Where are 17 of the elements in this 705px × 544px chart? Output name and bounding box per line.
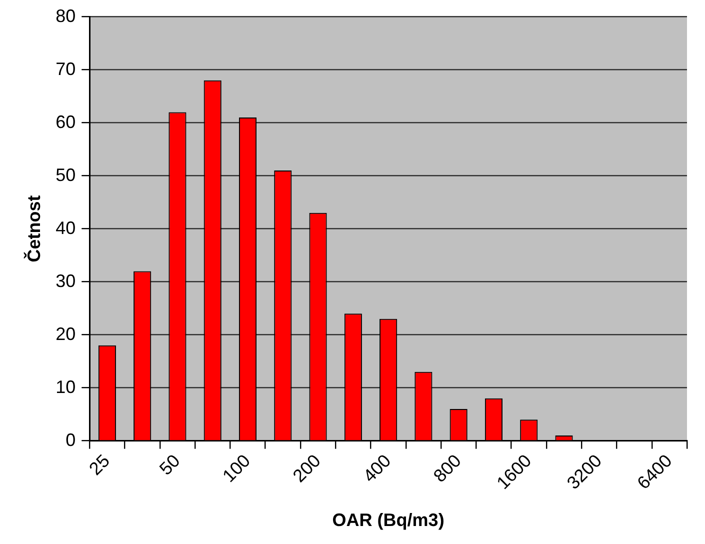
x-axis-title: OAR (Bq/m3) bbox=[332, 510, 444, 530]
x-tick-label: 400 bbox=[359, 450, 395, 486]
x-tick-label: 25 bbox=[85, 450, 114, 479]
y-axis-title: Četnost bbox=[22, 195, 44, 262]
x-tick-label: 800 bbox=[430, 450, 465, 486]
x-tick-label: 200 bbox=[288, 450, 324, 486]
y-tick-label: 80 bbox=[56, 6, 76, 26]
y-tick-label: 40 bbox=[56, 218, 76, 238]
y-tick-label: 10 bbox=[56, 376, 76, 397]
y-tick-label: 20 bbox=[56, 324, 76, 344]
y-tick-label: 50 bbox=[56, 164, 76, 185]
y-tick-label: 30 bbox=[56, 270, 76, 291]
x-tick-label: 100 bbox=[218, 450, 254, 486]
y-tick-label: 70 bbox=[56, 58, 76, 79]
y-tick-label: 0 bbox=[66, 430, 76, 450]
y-tick-label: 60 bbox=[56, 112, 76, 132]
x-tick-label: 50 bbox=[156, 450, 184, 479]
